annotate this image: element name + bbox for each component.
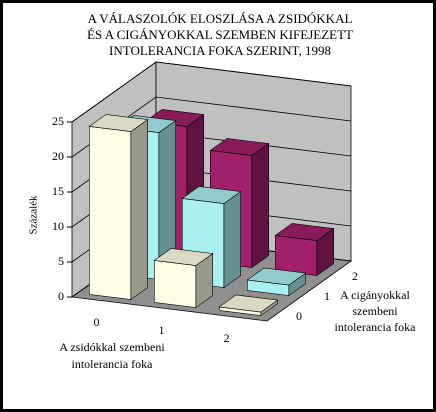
bar-top	[181, 186, 242, 204]
bar-front	[89, 126, 132, 300]
bar	[153, 248, 214, 309]
y-tick-label: 25	[52, 114, 64, 128]
y-tick-label: 15	[52, 184, 64, 198]
x-axis-title: intolerancia foka	[72, 357, 154, 371]
x-tick-label: 1	[159, 323, 165, 337]
depth-axis-title: intolerancia foka	[335, 320, 417, 334]
x-tick-label: 2	[224, 331, 230, 345]
bar-front	[274, 235, 318, 276]
y-axis-title: Százalék	[28, 195, 40, 235]
bar-side	[130, 118, 148, 301]
y-tick-label: 0	[58, 289, 64, 303]
y-tick-label: 5	[58, 254, 64, 268]
chart-title: ÉS A CIGÁNYOKKAL SZEMBEN KIFEJEZETT	[87, 27, 353, 42]
depth-axis-title: szembeni	[352, 304, 398, 318]
bar	[274, 223, 335, 277]
bar-top	[218, 294, 279, 313]
y-tick-label: 20	[52, 149, 64, 163]
bar-front	[154, 260, 197, 308]
bar-side	[223, 190, 241, 289]
depth-label: 0	[296, 309, 302, 323]
bar-top	[274, 223, 335, 241]
bar	[88, 114, 149, 301]
bar	[246, 267, 307, 297]
depth-axis-title: A cigányokkal	[340, 288, 410, 302]
depth-label: 2	[352, 269, 358, 283]
bar-top	[88, 114, 149, 132]
chart-title: INTOLERANCIA FOKA SZERINT, 1998	[109, 43, 331, 58]
bar	[218, 294, 279, 317]
bar-top	[153, 248, 214, 266]
bar-side	[251, 142, 270, 269]
x-tick-label: 0	[94, 315, 100, 329]
y-tick-label: 10	[52, 219, 64, 233]
grid-line	[71, 61, 352, 123]
depth-label: 1	[324, 289, 330, 303]
bar-top	[246, 267, 307, 286]
x-axis-title: A zsidókkal szembeni	[59, 340, 165, 354]
bar-top	[209, 138, 270, 156]
chart-title: A VÁLASZOLÓK ELOSZLÁSA A ZSIDÓKKAL	[88, 11, 353, 26]
